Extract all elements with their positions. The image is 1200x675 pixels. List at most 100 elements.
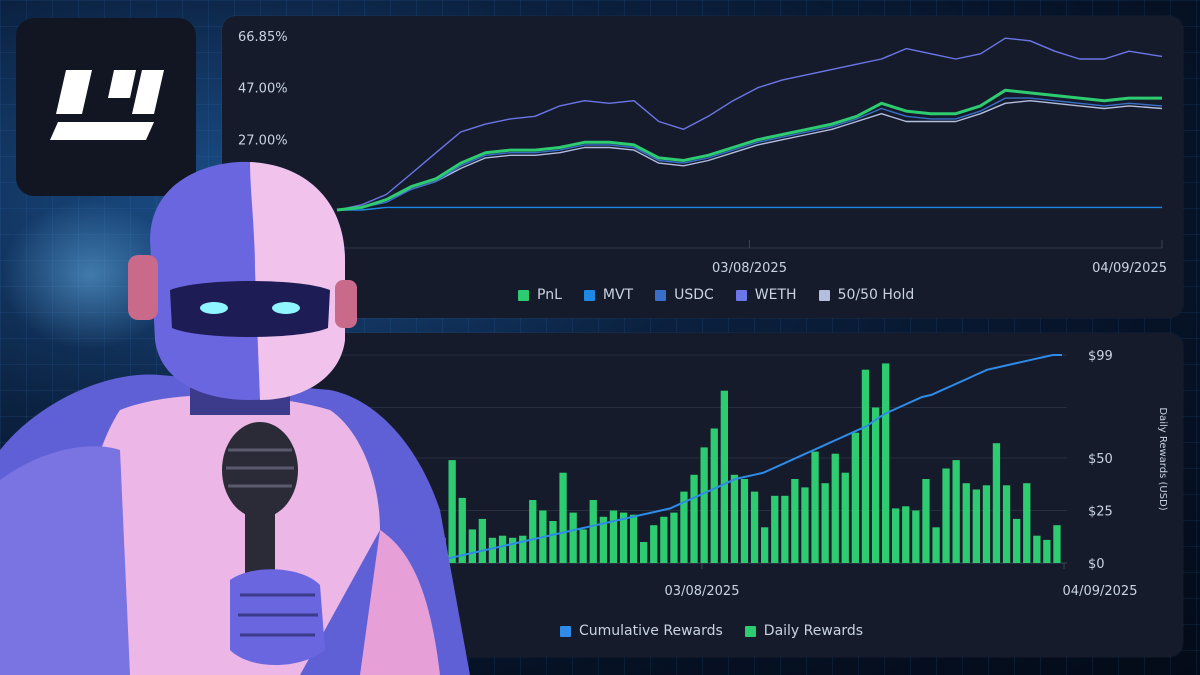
y-axis-title: Daily Rewards (USD) (1157, 407, 1168, 510)
legend-label: 50/50 Hold (837, 287, 915, 303)
y-tick-label: $25 (1088, 504, 1113, 519)
daily-reward-bar (761, 527, 769, 563)
y-tick-label: 66.85% (238, 30, 288, 45)
x-tick-label: 03/08/2025 (712, 261, 787, 276)
daily-reward-bar (589, 500, 597, 563)
legend-swatch (655, 289, 667, 301)
daily-reward-bar (448, 460, 456, 563)
performance-chart-legend: PnL MVT USDC WETH 50/50 Hold (518, 287, 914, 303)
daily-reward-bar (972, 489, 980, 563)
daily-reward-bar (1023, 483, 1031, 563)
legend-item[interactable]: 50/50 Hold (818, 287, 915, 303)
robot-mascot-illustration (0, 161, 470, 675)
daily-reward-bar (882, 363, 890, 563)
x-tick-label: 03/08/2025 (665, 584, 740, 599)
daily-reward-bar (922, 479, 930, 563)
daily-reward-bar (458, 497, 466, 563)
daily-reward-bar (831, 453, 839, 563)
cumulative-rewards-line (436, 354, 1062, 562)
series-line-usdc (336, 97, 1163, 211)
brand-logo-tile (16, 18, 196, 196)
daily-reward-bar (982, 485, 991, 563)
x-tick-label: 04/09/2025 (1092, 261, 1167, 276)
x-tick-label: 04/09/2025 (1063, 584, 1138, 599)
daily-reward-bar (619, 512, 628, 563)
legend-swatch (518, 289, 529, 301)
daily-reward-bar (750, 491, 759, 563)
legend-item[interactable]: Daily Rewards (744, 623, 864, 639)
y-tick-label: 47.00% (238, 82, 288, 97)
daily-reward-bar (1013, 518, 1021, 563)
y-tick-label: 27.00% (238, 134, 288, 149)
y-tick-label: $99 (1088, 349, 1113, 364)
daily-reward-bar (569, 512, 577, 563)
daily-reward-bar (599, 516, 607, 563)
series-line-weth (336, 37, 1163, 211)
daily-reward-bar (771, 495, 779, 563)
daily-reward-bar (932, 527, 940, 563)
series-line-pnl (336, 88, 1162, 212)
legend-swatch (744, 625, 756, 637)
daily-reward-bar (650, 525, 658, 563)
daily-reward-bar (851, 432, 859, 563)
daily-reward-bar (781, 495, 789, 563)
daily-reward-bar (670, 512, 678, 563)
daily-reward-bar (690, 474, 698, 563)
daily-reward-bar (579, 529, 587, 563)
daily-reward-bar (730, 474, 739, 563)
series-line-50-50-hold (336, 99, 1163, 211)
daily-reward-bar (700, 447, 708, 563)
legend-label: WETH (754, 287, 797, 303)
legend-item[interactable]: MVT (583, 287, 634, 303)
legend-item[interactable]: USDC (655, 287, 714, 303)
legend-swatch (583, 289, 595, 301)
performance-chart-panel: 66.85% 47.00% 27.00% 03/08/2025 04/09/2025 P… (222, 16, 1183, 318)
daily-reward-bar (660, 516, 668, 563)
daily-reward-bar (992, 443, 1001, 563)
rewards-chart-legend: Cumulative Rewards Daily Rewards (560, 623, 863, 639)
performance-line-chart: 66.85% 47.00% 27.00% 03/08/2025 04/09/2025 (238, 30, 1167, 276)
daily-reward-bar (478, 518, 486, 563)
daily-reward-bar (549, 521, 557, 563)
daily-reward-bar (529, 500, 537, 563)
daily-reward-bar (1033, 535, 1041, 563)
legend-label: MVT (602, 287, 634, 303)
daily-reward-bar (912, 510, 920, 563)
daily-reward-bar (902, 506, 910, 563)
daily-reward-bar (821, 483, 829, 563)
legend-label: Daily Rewards (763, 623, 864, 639)
y-tick-label: $0 (1088, 557, 1105, 572)
daily-reward-bar (488, 537, 497, 563)
daily-reward-bar (791, 479, 799, 563)
daily-reward-bar (841, 472, 849, 563)
legend-swatch (560, 625, 571, 637)
daily-reward-bar (1002, 485, 1011, 563)
daily-reward-bar (559, 472, 567, 563)
daily-reward-bar (1053, 525, 1061, 563)
legend-swatch (818, 289, 830, 301)
daily-reward-bar (680, 491, 688, 563)
daily-reward-bar (962, 483, 970, 563)
legend-label: Cumulative Rewards (579, 623, 723, 639)
daily-reward-bar (811, 451, 819, 563)
daily-reward-bar (468, 529, 476, 563)
legend-item[interactable]: WETH (735, 287, 797, 303)
daily-reward-bar (942, 468, 950, 563)
y-tick-label: $50 (1088, 452, 1113, 467)
daily-reward-bar (629, 514, 638, 563)
daily-reward-bar (1043, 539, 1051, 563)
legend-label: USDC (674, 287, 714, 303)
daily-reward-bar (710, 428, 718, 563)
legend-label: PnL (537, 287, 562, 303)
daily-reward-bar (892, 508, 900, 563)
daily-reward-bar (740, 479, 749, 563)
series-line-mvt (337, 206, 1162, 211)
daily-reward-bar (519, 535, 527, 563)
brand-logo-icon (50, 70, 164, 140)
daily-reward-bar (720, 390, 728, 563)
legend-item[interactable]: PnL (518, 287, 562, 303)
daily-reward-bar (871, 407, 880, 563)
daily-reward-bar (509, 537, 517, 563)
legend-item[interactable]: Cumulative Rewards (560, 623, 723, 639)
legend-swatch (735, 289, 747, 301)
